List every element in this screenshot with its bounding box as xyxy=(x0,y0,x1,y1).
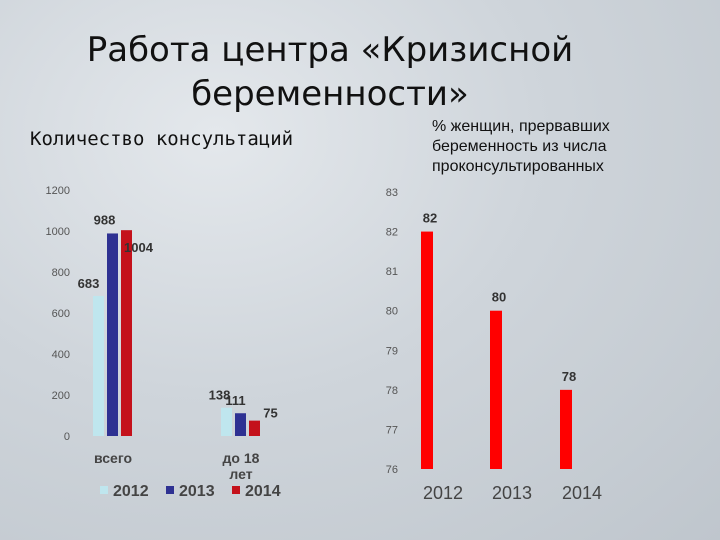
right-data-label: 82 xyxy=(423,211,437,226)
right-data-label: 80 xyxy=(492,290,506,305)
left-data-label: 988 xyxy=(94,212,116,227)
right-bar-2014 xyxy=(560,389,572,469)
left-y-tick: 400 xyxy=(52,349,70,361)
left-data-label: 1004 xyxy=(124,240,154,255)
left-bar-2014-1 xyxy=(249,420,260,436)
left-data-label: 683 xyxy=(78,276,100,291)
left-y-tick: 1200 xyxy=(46,185,70,197)
right-y-tick: 80 xyxy=(386,306,398,318)
left-bar-2013-1 xyxy=(235,413,246,436)
left-category-label: до 18 лет xyxy=(223,450,260,482)
right-y-tick: 76 xyxy=(386,464,398,476)
left-bar-2012-0 xyxy=(93,295,104,436)
right-category-label: 2012 xyxy=(423,483,463,503)
legend-label-2013: 2013 xyxy=(179,483,215,500)
right-data-label: 78 xyxy=(562,369,576,384)
slide-title: Работа центра «Кризисной беременности» xyxy=(60,28,600,116)
legend-label-2012: 2012 xyxy=(113,483,149,500)
right-category-label: 2014 xyxy=(562,483,602,503)
legend-swatch-2013 xyxy=(166,486,174,494)
legend-label-2014: 2014 xyxy=(245,483,281,500)
legend-swatch-2014 xyxy=(232,486,240,494)
left-data-label: 138 xyxy=(209,388,231,403)
right-y-tick: 82 xyxy=(386,227,398,239)
right-y-tick: 81 xyxy=(386,266,398,278)
right-y-tick: 83 xyxy=(386,187,398,199)
right-y-tick: 78 xyxy=(386,385,398,397)
left-data-label: 75 xyxy=(263,406,277,421)
right-bar-2013 xyxy=(490,310,502,469)
left-y-tick: 200 xyxy=(52,390,70,402)
legend-swatch-2012 xyxy=(100,486,108,494)
left-chart-title: Количество консультаций xyxy=(30,128,294,150)
left-data-label: 111 xyxy=(225,393,245,408)
left-y-tick: 1000 xyxy=(46,226,70,238)
right-y-tick: 79 xyxy=(386,345,398,357)
slide-title-line2: беременности» xyxy=(191,74,469,114)
right-category-label: 2013 xyxy=(492,483,532,503)
left-bar-2014-0 xyxy=(121,230,132,436)
right-bar-2012 xyxy=(421,231,433,469)
right-y-tick: 77 xyxy=(386,424,398,436)
slide-title-line1: Работа центра «Кризисной xyxy=(86,30,574,70)
left-y-tick: 800 xyxy=(52,267,70,279)
left-bar-2012-1 xyxy=(221,407,232,436)
left-y-tick: 600 xyxy=(52,308,70,320)
right-chart-title: % женщин, прервавших беременность из чис… xyxy=(432,118,610,175)
left-y-tick: 0 xyxy=(64,431,70,443)
left-category-label: всего xyxy=(94,450,132,466)
left-bar-2013-0 xyxy=(107,233,118,436)
